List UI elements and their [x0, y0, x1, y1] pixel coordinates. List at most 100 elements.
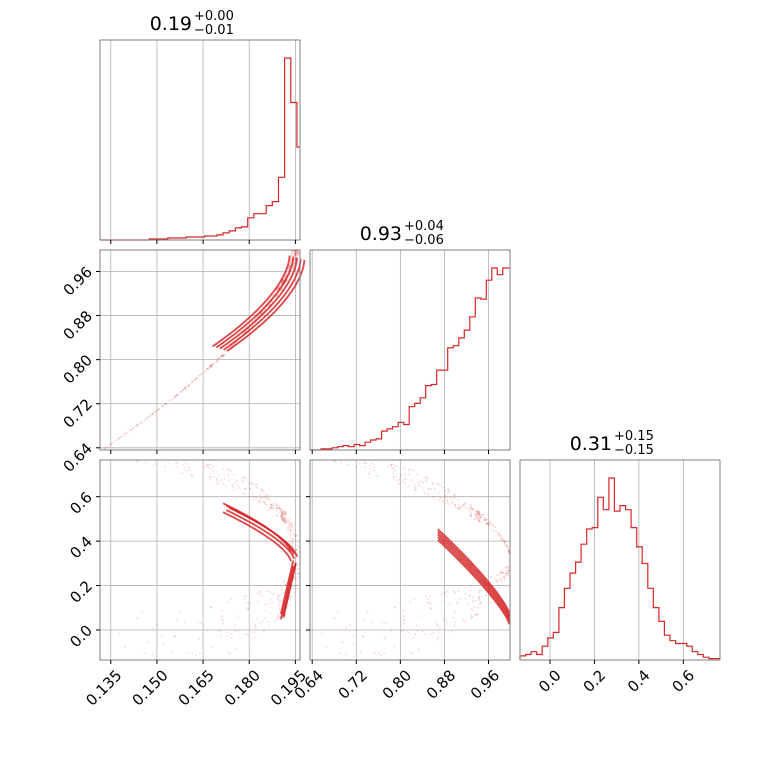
- panel-0-1-sample-218: [294, 254, 297, 257]
- panel-1-2-sample-165: [431, 495, 434, 498]
- panel-1-2-sample-98: [349, 624, 351, 626]
- panel-0-2-sample-174: [288, 521, 291, 524]
- panel-0-1-sample-203: [294, 254, 296, 257]
- panel-0-2-sample-282: [188, 469, 191, 472]
- panel-1-2-sample-398: [473, 606, 476, 608]
- panel-0-2-sample-84: [275, 507, 278, 509]
- panel-1-2-contour-2: [437, 533, 511, 620]
- panel-1-2-sample-203: [475, 614, 477, 616]
- panel-1-2-sample-386: [446, 492, 449, 495]
- panel-1-2-sample-41: [484, 516, 486, 519]
- panel-0-1-sample-29: [206, 367, 209, 370]
- panel-0-2-sample-240: [280, 516, 283, 518]
- panel-1-2-sample-268: [374, 652, 376, 654]
- panel-0-2-sample-122: [191, 475, 194, 478]
- panel-0-2-sample-330: [286, 606, 288, 609]
- panel-1-2-sample-263: [488, 523, 491, 526]
- panel-0-2-contour-0: [222, 511, 292, 562]
- panel-0-2-sample-248: [174, 635, 176, 638]
- panel-0-2-sample-199: [280, 589, 283, 592]
- panel-1-2-sample-271: [489, 520, 491, 523]
- panel-1-2-sample-6: [448, 503, 450, 505]
- panel-1-2-sample-122: [414, 488, 417, 491]
- panel-1-2-sample-364: [498, 532, 501, 535]
- panel-0-2-sample-153: [210, 606, 212, 609]
- panel-0-1-sample-287: [197, 377, 199, 379]
- panel-1-2-sample-406: [474, 513, 477, 516]
- panel-0-2-sample-238: [290, 541, 293, 544]
- panel-1-2-sample-23: [500, 538, 503, 541]
- panel-0-2-sample-30: [284, 522, 287, 525]
- panel-0-1-sample-358: [297, 251, 299, 254]
- panel-1-2-sample-212: [478, 596, 481, 599]
- panel-0-1-sample-445: [279, 284, 281, 287]
- panel-0-2-sample-357: [297, 568, 299, 570]
- panel-0-2-sample-249: [278, 600, 280, 603]
- panel-0-1-sample-196: [184, 386, 187, 389]
- panel-0-2-sample-77: [295, 568, 297, 571]
- panel-0-2-sample-209: [284, 518, 286, 520]
- panel-1-2-sample-361: [503, 576, 506, 578]
- panel-0-2-sample-27: [256, 483, 258, 486]
- panel-1-2-sample-330: [470, 585, 473, 588]
- panel-0-1-sample-129: [220, 355, 223, 357]
- panel-0-2-sample-272: [282, 519, 285, 522]
- panel-0-1-sample-281: [195, 377, 198, 380]
- panel-1-2-sample-409: [478, 513, 481, 516]
- panel-0-2-sample-7: [209, 467, 212, 470]
- panel-0-1-sample-418: [193, 379, 196, 382]
- panel-0-2-sample-130: [266, 504, 268, 506]
- panel-0-1-sample-74: [153, 411, 156, 413]
- panel-0-1-sample-401: [210, 363, 213, 366]
- panel-0-2-sample-106: [282, 510, 284, 513]
- panel-0-1-sample-162: [184, 387, 186, 389]
- panel-0-1-sample-337: [275, 289, 278, 292]
- panel-0-2-sample-391: [294, 584, 297, 587]
- panel-0-2-sample-145: [254, 626, 257, 629]
- panel-0-2-sample-257: [254, 637, 257, 639]
- panel-1-2-sample-205: [469, 589, 472, 592]
- panel-0-1-sample-455: [280, 282, 283, 285]
- panel-1-2-sample-276: [454, 621, 457, 623]
- histogram-2: [519, 477, 720, 660]
- panel-1-2-sample-329: [393, 475, 395, 478]
- panel-0-1-ytick-label-4: 0.96: [60, 263, 96, 299]
- panel-0-2-sample-53: [217, 630, 220, 633]
- panel-1-2-sample-375: [429, 607, 432, 610]
- panel-0-2-sample-123: [262, 490, 265, 493]
- panel-0-1-sample-326: [200, 373, 202, 375]
- panel-0-2-sample-195: [264, 616, 267, 619]
- panel-0-1-sample-439: [254, 317, 257, 320]
- panel-0-2-sample-371: [292, 545, 295, 548]
- panel-1-2-sample-59: [427, 601, 429, 604]
- panel-1-2-sample-283: [415, 624, 418, 627]
- panel-1-2-sample-317: [471, 507, 473, 510]
- panel-1-2-sample-340: [449, 603, 452, 606]
- panel-0-2-sample-186: [217, 483, 220, 486]
- panel-0-1-sample-92: [293, 253, 296, 256]
- panel-0-2-ytick-label-3: 0.6: [66, 488, 96, 518]
- panel-0-2-sample-260: [289, 523, 291, 525]
- panel-1-2-sample-304: [428, 595, 431, 597]
- panel-1-2-sample-331: [433, 488, 436, 490]
- panel-0-2-sample-91: [276, 515, 279, 517]
- panel-0-2-sample-348: [292, 532, 295, 535]
- panel-1-2-sample-178: [500, 571, 503, 573]
- panel-1-2-sample-160: [494, 526, 497, 528]
- panel-0-2-sample-255: [197, 621, 199, 624]
- panel-0-2-sample-333: [249, 488, 252, 490]
- panel-0-1-sample-114: [156, 409, 159, 411]
- panel-1-2-sample-164: [498, 574, 500, 576]
- panel-1-2-sample-338: [476, 613, 479, 616]
- panel-0-2-sample-94: [141, 611, 144, 614]
- panel-0-2-sample-326: [276, 504, 278, 507]
- panel-0-2-sample-0: [295, 587, 298, 590]
- panel-1-2-sample-204: [453, 624, 456, 627]
- panel-0-1-sample-193: [296, 250, 298, 253]
- panel-0-1-sample-350: [290, 259, 293, 262]
- panel-1-2-sample-126: [369, 472, 372, 475]
- panel-0-2-sample-73: [258, 502, 261, 505]
- panel-0-2-sample-291: [227, 651, 230, 654]
- panel-0-2-sample-203: [285, 511, 287, 514]
- panel-0-1-ytick-label-3: 0.88: [60, 307, 96, 343]
